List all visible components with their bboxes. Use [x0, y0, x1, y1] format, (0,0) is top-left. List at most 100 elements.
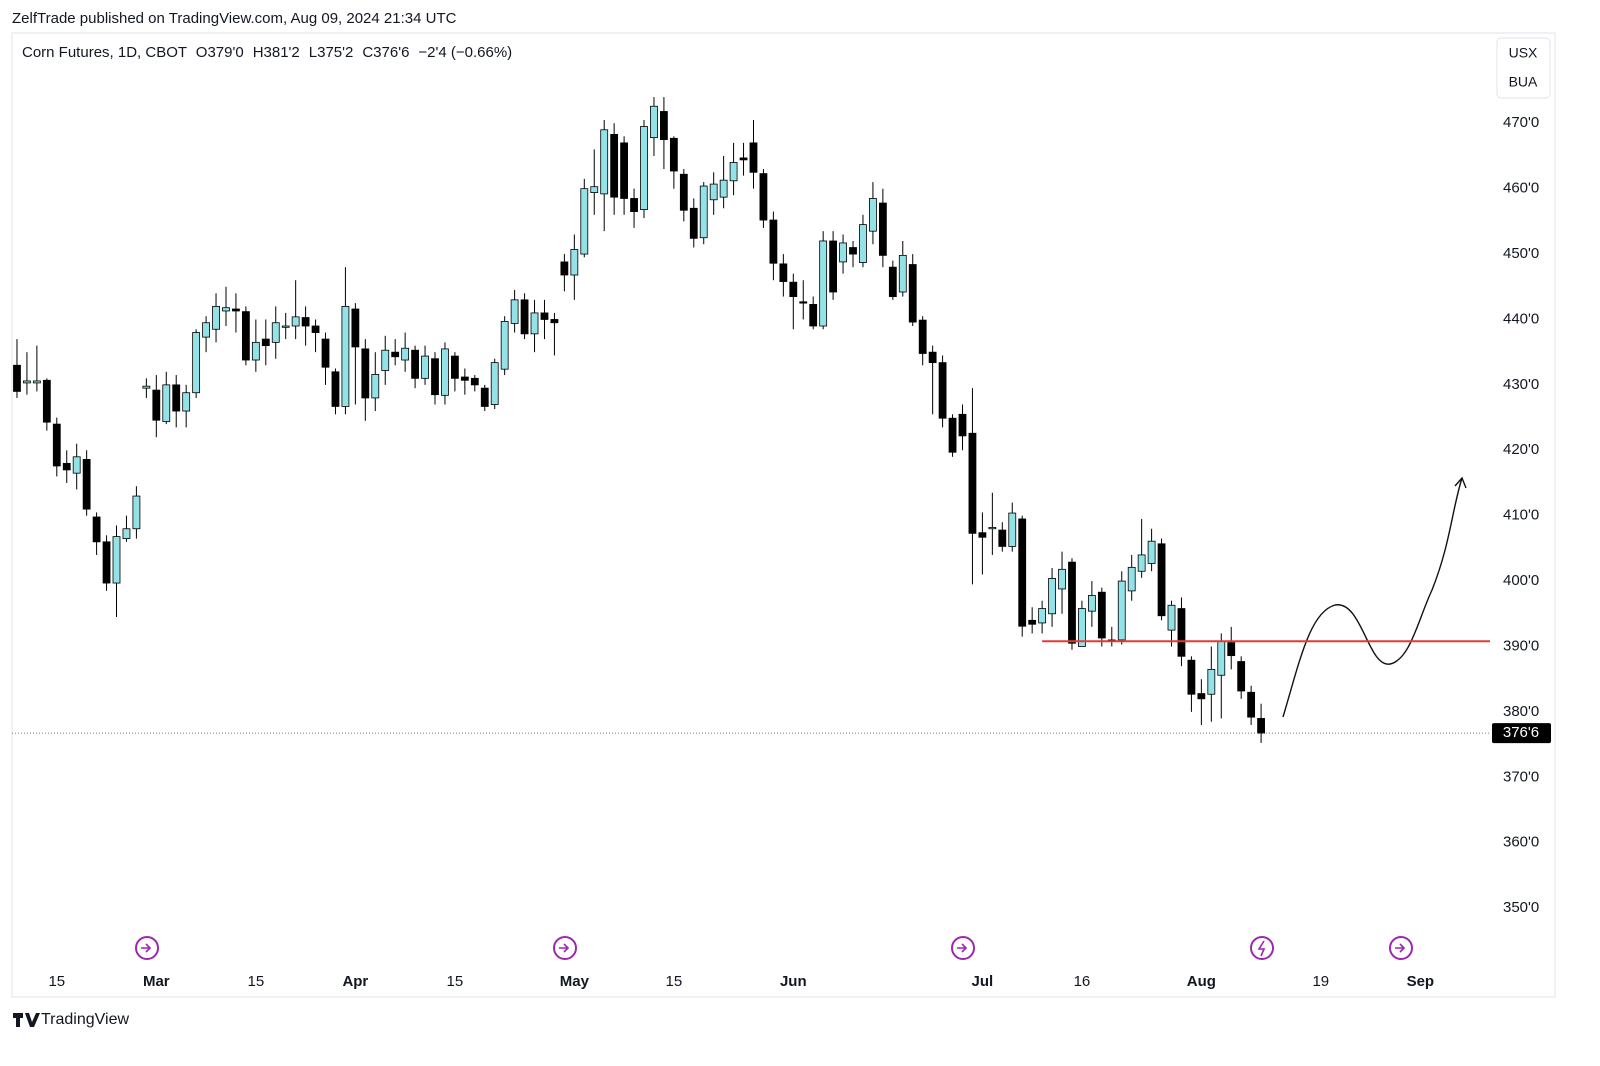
- y-tick-label: 470'0: [1503, 114, 1539, 131]
- candle-body: [859, 224, 867, 263]
- candle-body: [411, 349, 419, 379]
- last-price-label: 376'6: [1503, 724, 1539, 741]
- event-icons: [135, 936, 1413, 960]
- candle-body: [182, 392, 191, 412]
- y-tick-label: 390'0: [1503, 637, 1539, 654]
- x-tick-label: Apr: [342, 973, 368, 990]
- candle-body: [729, 162, 738, 182]
- candle-body: [1207, 668, 1216, 695]
- unit-label: BUA: [1509, 74, 1538, 90]
- candle-body: [749, 142, 758, 173]
- candle-body: [122, 528, 131, 539]
- candle-body: [202, 322, 210, 338]
- candle-body: [490, 362, 499, 405]
- legend-close: C376'6: [362, 44, 409, 61]
- x-tick-label: 15: [447, 973, 464, 990]
- candle-body: [530, 312, 539, 335]
- x-tick-label: Aug: [1187, 973, 1216, 990]
- candle-body: [1227, 642, 1236, 657]
- candle-body: [1257, 718, 1265, 734]
- candle-body: [351, 308, 360, 348]
- last-price-tag: [1492, 723, 1551, 744]
- x-tick-label: Jun: [780, 973, 807, 990]
- candle-body: [1028, 619, 1037, 625]
- candle-body: [431, 358, 439, 396]
- unit-box[interactable]: [1496, 37, 1551, 99]
- candle-body: [72, 456, 81, 474]
- x-tick-label: 19: [1312, 973, 1329, 990]
- candle-body: [1008, 512, 1017, 547]
- candle-body: [251, 341, 260, 361]
- candle-body: [948, 417, 957, 453]
- candle-body: [451, 355, 459, 379]
- candle-body: [23, 380, 31, 384]
- candle-body: [52, 423, 61, 467]
- candle-body: [779, 263, 788, 282]
- candle-body: [331, 371, 340, 407]
- candle-body: [878, 202, 887, 256]
- x-tick-label: 15: [666, 973, 683, 990]
- y-tick-label: 360'0: [1503, 834, 1539, 851]
- candle-body: [421, 355, 429, 379]
- candle-body: [988, 527, 997, 530]
- candle-body: [13, 364, 21, 392]
- y-tick-label: 350'0: [1503, 899, 1539, 916]
- symbol: Corn Futures, 1D, CBOT: [22, 44, 187, 61]
- candle-body: [102, 541, 111, 584]
- chart-frame: [11, 32, 1556, 998]
- candle-body: [1217, 640, 1226, 676]
- candle-body: [1137, 554, 1146, 572]
- candle-body: [510, 299, 519, 324]
- legend-change: −2'4 (−0.66%): [418, 44, 512, 61]
- candle-body: [1167, 604, 1176, 631]
- candle-body: [1237, 661, 1246, 692]
- candle-body: [669, 137, 678, 172]
- candle-body: [620, 142, 629, 199]
- candle-body: [660, 111, 668, 141]
- candle-body: [869, 198, 877, 232]
- candle-body: [928, 351, 937, 364]
- candle-body: [112, 536, 121, 584]
- candle-body: [460, 376, 469, 381]
- candle-body: [1177, 608, 1186, 657]
- candle-body: [62, 462, 71, 471]
- candle-body: [82, 459, 91, 510]
- candle-body: [1187, 659, 1196, 695]
- candle-body: [570, 249, 579, 276]
- candle-body: [590, 186, 599, 193]
- candle-body: [610, 133, 619, 198]
- candle-body: [769, 219, 778, 264]
- candle-body: [470, 377, 479, 386]
- legend-open: O379'0: [196, 44, 244, 61]
- event-icon[interactable]: [1250, 936, 1274, 960]
- candle-body: [192, 332, 201, 394]
- candle-body: [341, 305, 350, 407]
- candle-body: [401, 347, 410, 361]
- hand-drawn-arrow: [1282, 476, 1467, 718]
- y-tick-label: 400'0: [1503, 572, 1539, 589]
- candle-body: [898, 254, 907, 293]
- y-tick-label: 440'0: [1503, 310, 1539, 327]
- candle-body: [809, 304, 818, 327]
- candle-body: [500, 321, 509, 370]
- x-tick-label: Mar: [143, 973, 170, 990]
- candle-body: [281, 325, 290, 328]
- y-tick-label: 450'0: [1503, 245, 1539, 262]
- candle-body: [560, 261, 569, 276]
- y-tick-label: 410'0: [1503, 507, 1539, 524]
- candle-body: [968, 432, 977, 534]
- candle-body: [1018, 518, 1027, 627]
- candle-body: [1127, 566, 1136, 592]
- candle-body: [1078, 608, 1086, 647]
- x-tick-label: Jul: [972, 973, 994, 990]
- x-tick-label: 16: [1074, 973, 1091, 990]
- candle-body: [1087, 595, 1096, 612]
- candle-body: [739, 157, 748, 161]
- candle-body: [679, 173, 688, 211]
- candle-body: [759, 173, 768, 221]
- candle-body: [1058, 568, 1066, 590]
- y-tick-label: 380'0: [1503, 703, 1539, 720]
- candle-body: [998, 529, 1007, 547]
- y-tick-label: 420'0: [1503, 441, 1539, 458]
